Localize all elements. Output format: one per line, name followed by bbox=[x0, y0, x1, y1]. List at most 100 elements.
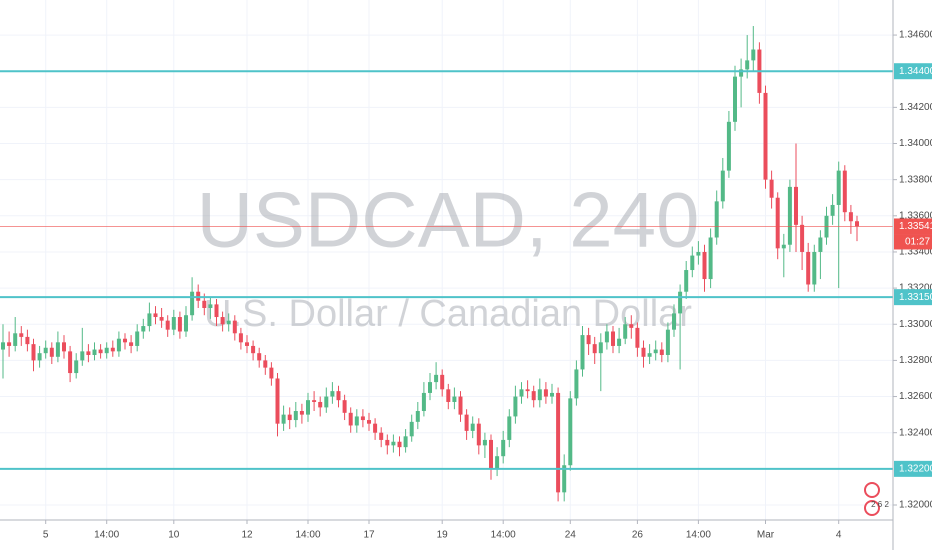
x-tick-label: 17 bbox=[363, 530, 375, 541]
candle-body bbox=[129, 342, 134, 346]
candle-body bbox=[489, 439, 493, 469]
x-tick-label: 26 bbox=[632, 530, 644, 541]
candle-body bbox=[379, 432, 384, 440]
candle-body bbox=[720, 170, 725, 202]
candle-body bbox=[550, 392, 554, 397]
candle-body bbox=[269, 367, 274, 379]
candle-body bbox=[293, 411, 298, 421]
candle-body bbox=[275, 378, 280, 424]
candle-body bbox=[415, 411, 420, 422]
candle-body bbox=[55, 342, 60, 357]
candle-body bbox=[641, 347, 646, 357]
candle-body bbox=[458, 396, 463, 415]
candle-body bbox=[836, 170, 841, 205]
x-tick-label: 10 bbox=[168, 530, 180, 541]
candle-body bbox=[43, 347, 48, 354]
candle-body bbox=[92, 349, 97, 355]
candle-body bbox=[574, 369, 579, 399]
candle-body bbox=[306, 400, 310, 415]
candle-body bbox=[806, 251, 811, 285]
candle-body bbox=[647, 353, 652, 357]
candle-body bbox=[653, 349, 658, 354]
candle-body bbox=[348, 412, 353, 426]
candle-body bbox=[781, 244, 786, 249]
candle-body bbox=[177, 317, 182, 332]
candle-body bbox=[562, 465, 567, 493]
candle-body bbox=[299, 411, 304, 415]
candle-body bbox=[842, 170, 847, 213]
candle-body bbox=[830, 204, 835, 216]
y-tick-label: 1.33600 bbox=[899, 210, 932, 221]
candle-body bbox=[428, 382, 432, 393]
candle-body bbox=[592, 344, 597, 354]
x-tick-label: 14:00 bbox=[295, 530, 320, 541]
plot bbox=[0, 26, 893, 502]
last-price-badge bbox=[894, 218, 932, 235]
candle-body bbox=[672, 313, 676, 330]
candle-body bbox=[19, 333, 24, 337]
y-tick-label: 1.32800 bbox=[899, 355, 932, 366]
candle-body bbox=[745, 60, 750, 70]
candle-body bbox=[519, 389, 524, 397]
x-tick-label: 5 bbox=[43, 530, 49, 541]
events-badge: 2 6 2 bbox=[871, 500, 889, 509]
candle-body bbox=[68, 351, 73, 374]
event-icon[interactable] bbox=[864, 500, 880, 516]
candle-body bbox=[13, 333, 18, 346]
candle-body bbox=[787, 186, 792, 245]
candle-body bbox=[226, 320, 231, 325]
candle-body bbox=[287, 414, 292, 421]
candle-body bbox=[318, 401, 323, 408]
candle-body bbox=[678, 291, 683, 314]
y-tick-label: 1.32600 bbox=[899, 391, 932, 402]
candle-body bbox=[153, 313, 158, 318]
candle-body bbox=[751, 49, 756, 61]
candle-body bbox=[281, 414, 286, 424]
candle-body bbox=[330, 391, 335, 397]
candle-body bbox=[403, 436, 408, 448]
candle-body bbox=[629, 324, 634, 328]
candle-body bbox=[812, 251, 817, 285]
x-tick-label: 14:00 bbox=[491, 530, 516, 541]
candle-body bbox=[794, 186, 798, 225]
candle-body bbox=[245, 342, 249, 346]
candle-body bbox=[74, 360, 79, 374]
candle-body bbox=[385, 439, 390, 446]
candle-body bbox=[220, 317, 225, 325]
level-label: 1.34400 bbox=[899, 66, 932, 77]
candle-body bbox=[367, 420, 371, 424]
candle-body bbox=[482, 439, 487, 446]
candle-body bbox=[25, 336, 30, 345]
candle-body bbox=[855, 221, 859, 227]
candle-body bbox=[665, 329, 670, 355]
last-price-label: 1.33541 bbox=[899, 221, 932, 232]
x-tick-label: 14:00 bbox=[94, 530, 119, 541]
level-label: 1.32200 bbox=[899, 463, 932, 474]
candle-body bbox=[476, 423, 481, 446]
candle-body bbox=[238, 333, 243, 343]
level-badge bbox=[894, 460, 932, 477]
event-icon[interactable] bbox=[864, 482, 880, 498]
candle-body bbox=[800, 224, 805, 252]
candle-body bbox=[818, 237, 823, 252]
candle-body bbox=[708, 237, 713, 280]
candle-body bbox=[696, 251, 701, 256]
candle-body bbox=[214, 304, 219, 318]
candle-body bbox=[848, 212, 853, 222]
candle-body bbox=[49, 347, 54, 357]
x-tick-label: 24 bbox=[565, 530, 577, 541]
candle-body bbox=[659, 349, 664, 355]
x-tick-label: 12 bbox=[241, 530, 253, 541]
price-axis bbox=[893, 0, 932, 550]
candle-body bbox=[104, 347, 109, 354]
candle-body bbox=[568, 398, 573, 466]
y-tick-label: 1.34600 bbox=[899, 30, 932, 41]
candle-body bbox=[37, 353, 42, 361]
candle-body bbox=[446, 389, 451, 402]
candle-body bbox=[452, 396, 457, 402]
x-tick-label: 19 bbox=[437, 530, 449, 541]
candle-body bbox=[604, 331, 609, 343]
candle-body bbox=[684, 270, 689, 292]
candle-body bbox=[354, 416, 359, 426]
